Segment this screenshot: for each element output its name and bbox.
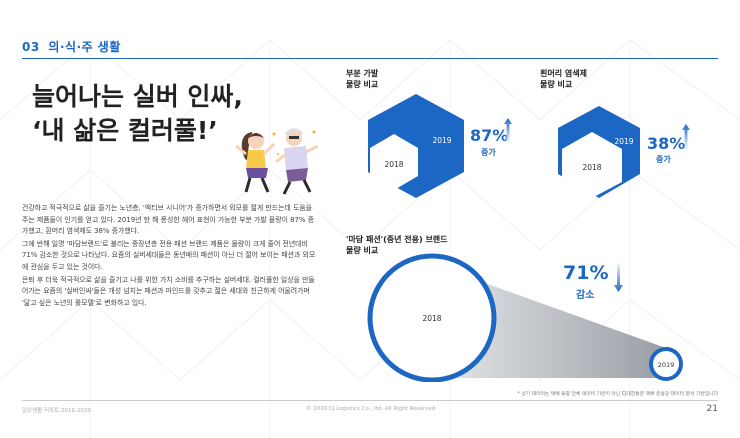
bar-2019 [649,347,683,381]
section-tag: 03 의∙식∙주 생활 [22,38,121,55]
body-text: 건강하고 적극적으로 삶을 즐기는 노년층, '액티브 시니어'가 증가하면서 … [22,203,318,310]
label-2019: 2019 [432,136,451,145]
madam-percent: 71% [563,262,609,284]
bar-2018 [367,253,497,382]
panel-hair-dye: 흰머리 염색제 물량 비교 [540,68,587,90]
hair-dye-hexagon-chart: 2018 2019 [558,106,640,198]
dancing-seniors-illustration [235,128,319,195]
panel-title-line-2: 물량 비교 [346,246,379,255]
hair-dye-percent: 38% [647,134,686,153]
panel-title-line-1: 부분 가발 [346,69,379,78]
label-2019: 2019 [658,361,675,369]
increase-arrow-icon [504,118,512,144]
wig-percent: 87% [470,126,509,145]
footer-report-name: 일상생활 리포트 2019-2020 [22,408,91,414]
footer-copyright: © 2020 CJ Logistics Co., ltd. All Right … [306,406,436,412]
body-paragraph-2: 그에 반해 일명 '마담브랜드'로 불리는 중장년층 전용 패션 브랜드 제품은… [22,239,316,271]
label-2018: 2018 [422,314,441,323]
hair-dye-change-label: 증가 [656,155,671,164]
label-2019: 2019 [614,137,633,146]
wig-change-label: 증가 [481,148,496,157]
page-number: 21 [706,404,718,414]
section-divider [22,58,718,59]
man-figure [275,128,319,195]
sparkle-icons [272,130,316,155]
panel-madam-fashion-title: '마담 패션'(중년 전용) 브랜드 물량 비교 [346,234,448,256]
bar-2018 [370,134,418,190]
decrease-arrow-icon [614,262,623,292]
increase-arrow-icon [682,124,690,150]
panel-title: 흰머리 염색제 물량 비교 [540,68,587,90]
footer-divider [22,400,718,401]
madam-change-label: 감소 [576,290,595,301]
section-number: 03 [22,40,40,54]
section-label: 의∙식∙주 생활 [48,40,121,54]
bar-2018 [562,132,622,198]
body-paragraph-1: 건강하고 적극적으로 삶을 즐기는 노년층, '액티브 시니어'가 증가하면서 … [22,204,314,236]
panel-title: 부분 가발 물량 비교 [346,68,378,90]
woman-figure [235,132,276,193]
wig-hexagon-chart: 2018 2019 [368,94,464,198]
label-2018: 2018 [384,160,403,169]
label-2018: 2018 [582,163,601,172]
footnote: * 상기 데이터는 택배 물량 전체 데이터 기반이 아닌 CJ대한통운 택배 … [517,392,718,397]
title-line-2: ‘내 삶은 컬러풀!’ [32,116,218,145]
panel-title-line-2: 물량 비교 [540,80,573,89]
panel-title-line-1: 흰머리 염색제 [540,69,587,78]
title-line-1: 늘어나는 실버 인싸, [32,82,243,111]
madam-fashion-circle-chart: 2018 2019 [367,253,683,382]
body-paragraph-3: 은퇴 후 더욱 적극적으로 삶을 즐기고 나를 위한 가치 소비를 추구하는 실… [22,275,315,307]
page-title: 늘어나는 실버 인싸, ‘내 삶은 컬러풀!’ [32,80,243,148]
panel-title-line-1: '마담 패션'(중년 전용) 브랜드 [346,235,448,244]
panel-title-line-2: 물량 비교 [346,80,379,89]
panel-wig: 부분 가발 물량 비교 [346,68,378,90]
